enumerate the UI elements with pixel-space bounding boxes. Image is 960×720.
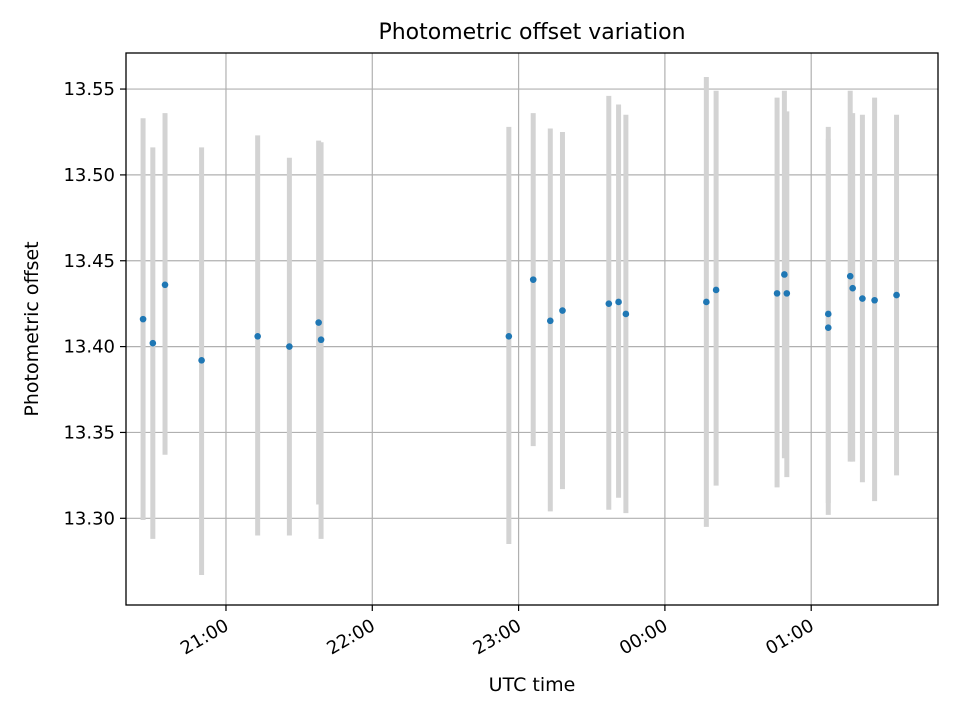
data-point (846, 272, 854, 280)
data-point (773, 290, 781, 297)
data-point (286, 343, 293, 350)
data-point (546, 317, 554, 325)
y-axis-label: Photometric offset (21, 241, 43, 416)
data-points (139, 271, 900, 364)
data-point (783, 290, 791, 297)
data-point (615, 298, 622, 306)
data-point (317, 336, 325, 344)
y-tick-label: 13.40 (63, 337, 115, 358)
x-axis-label: UTC time (489, 674, 576, 696)
data-point (559, 307, 566, 314)
y-tick-label: 13.30 (63, 508, 115, 529)
y-tick-label: 13.45 (63, 251, 115, 272)
data-point (139, 315, 147, 323)
data-point (849, 284, 856, 292)
data-point (703, 298, 710, 306)
data-point (315, 319, 322, 326)
data-point (198, 357, 205, 364)
data-point (622, 310, 630, 318)
data-point (871, 296, 878, 304)
chart-title: Photometric offset variation (378, 20, 685, 45)
data-point (712, 286, 720, 294)
data-point (254, 332, 261, 340)
y-tick-label: 13.50 (63, 165, 115, 186)
data-point (781, 271, 788, 278)
y-tick-label: 13.55 (63, 79, 115, 100)
data-point (149, 339, 157, 347)
plot-frame (125, 52, 939, 606)
data-point (529, 276, 537, 283)
data-point (824, 324, 832, 332)
data-point (893, 291, 900, 299)
data-point (505, 332, 513, 340)
data-point (161, 281, 169, 289)
data-point (859, 295, 866, 302)
data-point (824, 310, 832, 318)
y-tick-label: 13.35 (63, 422, 115, 443)
data-point (605, 300, 613, 307)
